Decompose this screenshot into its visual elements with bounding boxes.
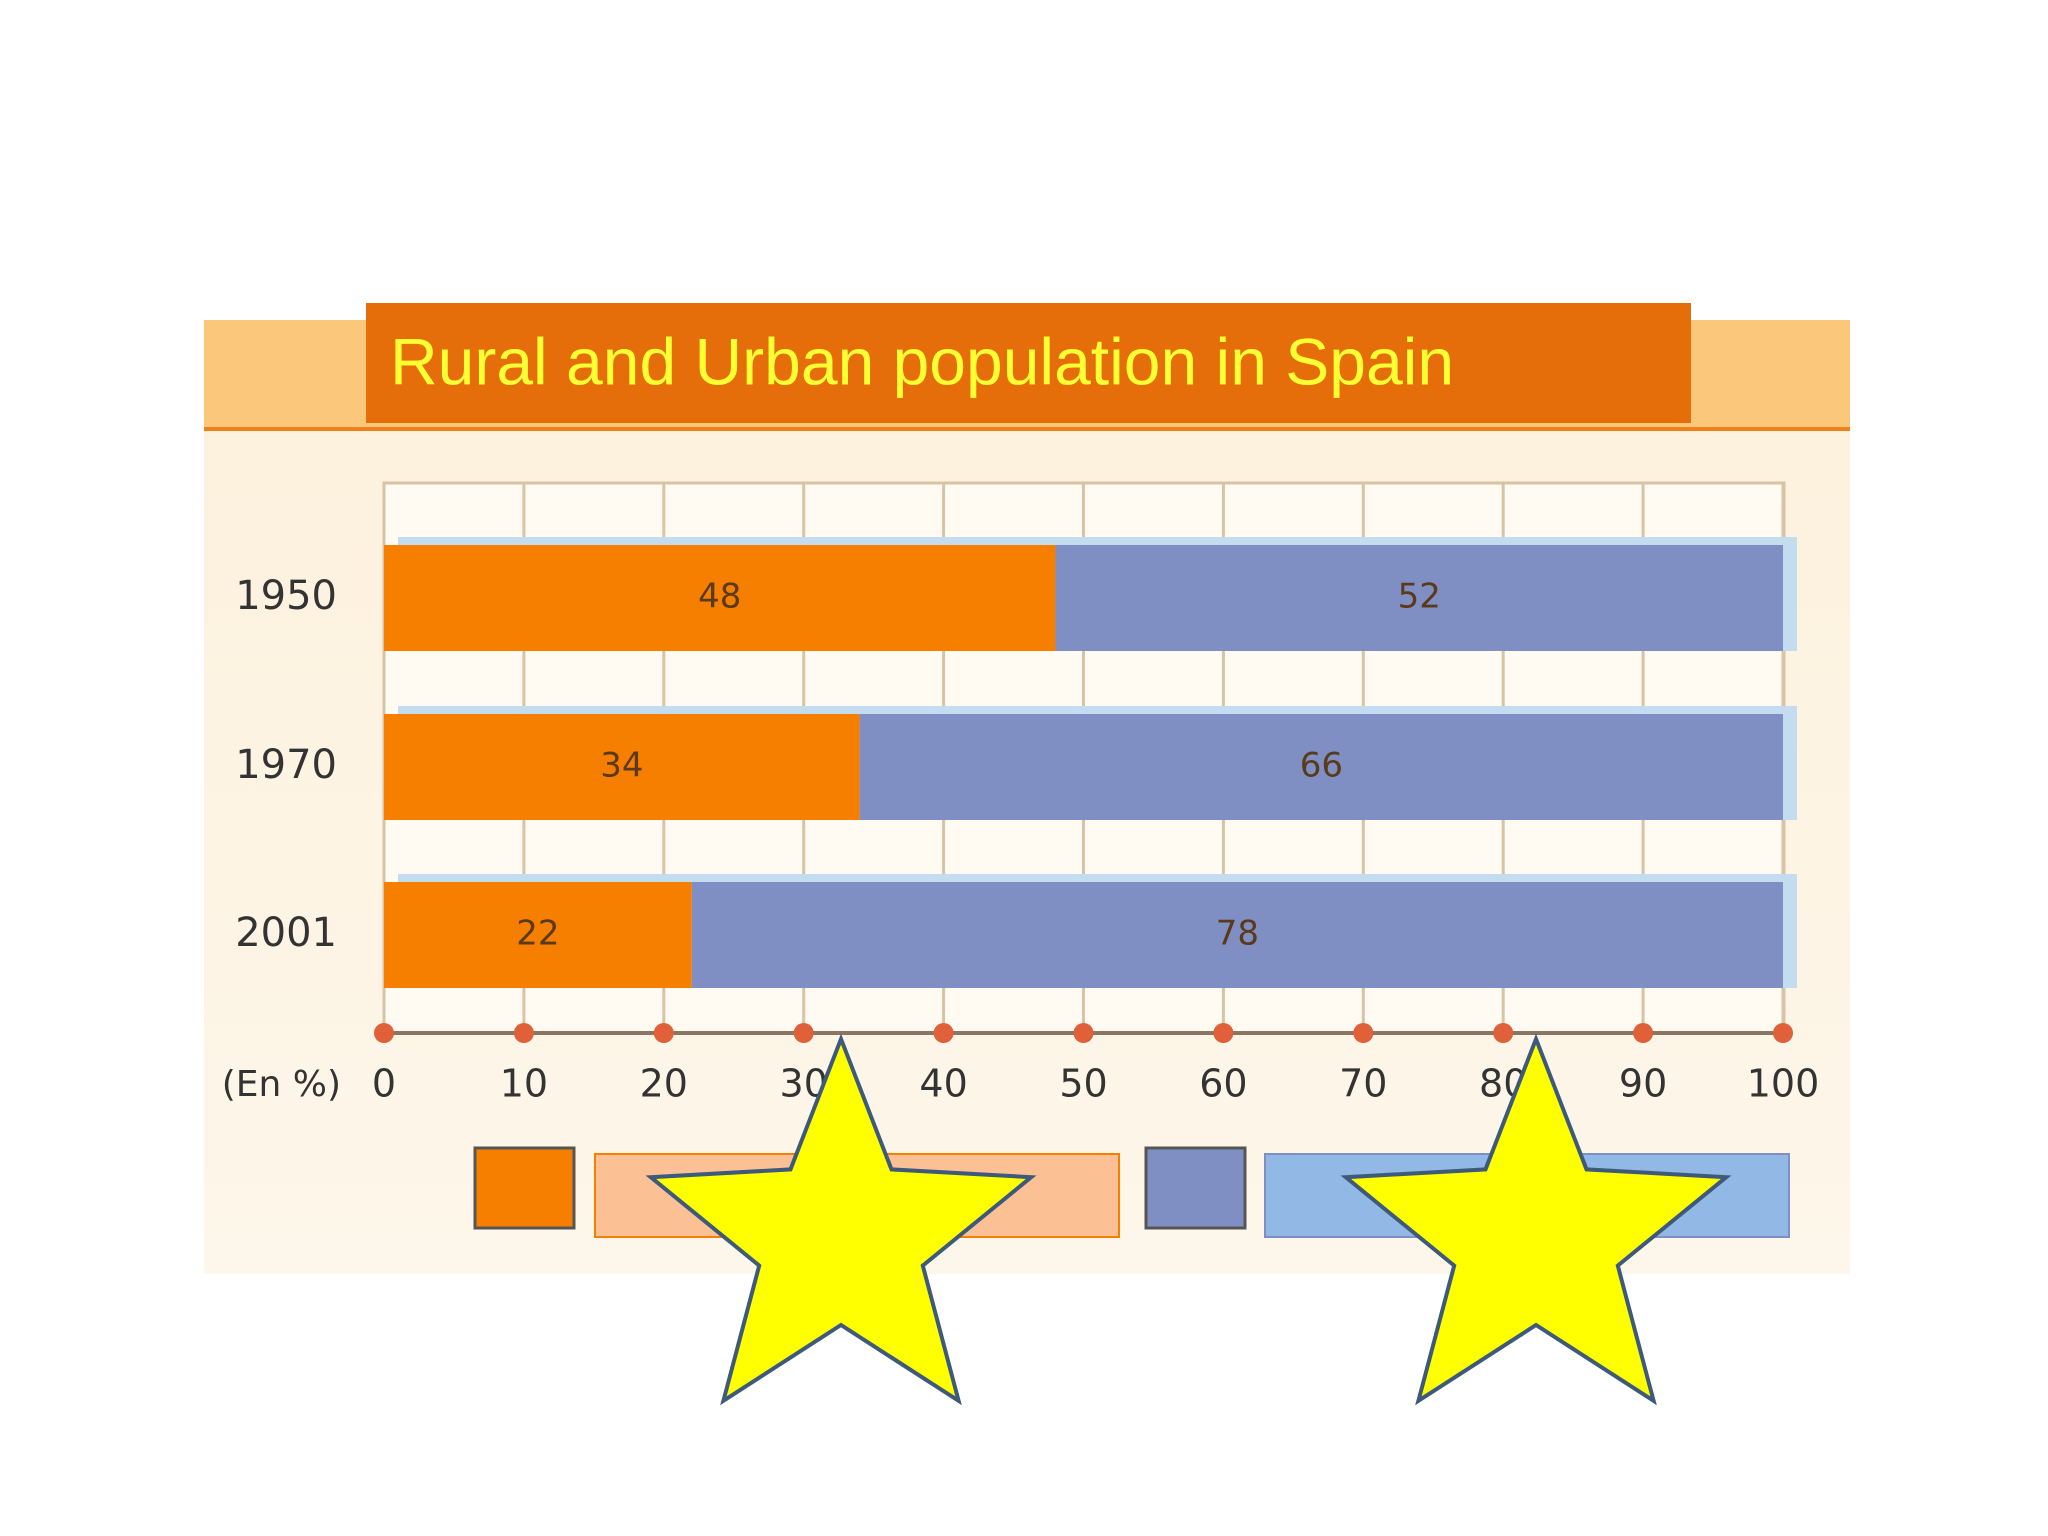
y-tick-label: 1950 — [235, 573, 337, 619]
bar-segment — [859, 714, 1783, 820]
y-tick-label: 1970 — [235, 742, 337, 788]
bar-segment — [384, 882, 692, 988]
x-tick-label: 20 — [640, 1062, 688, 1106]
tick-dot — [1073, 1023, 1094, 1043]
y-tick-label: 2001 — [235, 910, 337, 956]
tick-dot — [1353, 1023, 1374, 1043]
x-axis-label: (En %) — [222, 1064, 341, 1105]
x-tick-label: 70 — [1339, 1062, 1387, 1106]
data-label: 78 — [1216, 914, 1259, 954]
tick-dot — [933, 1023, 954, 1043]
tick-dot — [374, 1023, 394, 1043]
data-label: 52 — [1398, 577, 1441, 617]
bar-segment — [691, 882, 1783, 988]
bar-segment — [1055, 545, 1783, 651]
bar-segment — [384, 545, 1056, 651]
x-tick-label: 0 — [372, 1062, 396, 1106]
tick-dot — [653, 1023, 674, 1043]
data-label: 34 — [600, 746, 643, 786]
x-tick-label: 60 — [1199, 1062, 1247, 1106]
header-rule — [204, 427, 1850, 431]
title-box — [366, 303, 1691, 423]
data-label: 48 — [698, 577, 741, 617]
bar-segment — [384, 714, 860, 820]
legend-swatch — [473, 1146, 576, 1230]
tick-dot — [793, 1023, 814, 1043]
data-label: 66 — [1300, 746, 1343, 786]
star — [645, 1033, 1037, 1406]
x-tick-label: 50 — [1059, 1062, 1107, 1106]
tick-dot — [513, 1023, 534, 1043]
star — [1340, 1033, 1732, 1406]
x-tick-label: 90 — [1619, 1062, 1667, 1106]
data-label: 22 — [516, 914, 559, 954]
legend-swatch — [1144, 1146, 1247, 1230]
x-tick-label: 10 — [500, 1062, 548, 1106]
tick-dot — [1633, 1023, 1654, 1043]
tick-dot — [1213, 1023, 1234, 1043]
chart-title: Rural and Urban population in Spain — [390, 324, 1454, 398]
tick-dot — [1773, 1023, 1793, 1043]
tick-dot — [1493, 1023, 1514, 1043]
x-tick-label: 100 — [1747, 1062, 1820, 1106]
x-tick-label: 40 — [919, 1062, 967, 1106]
